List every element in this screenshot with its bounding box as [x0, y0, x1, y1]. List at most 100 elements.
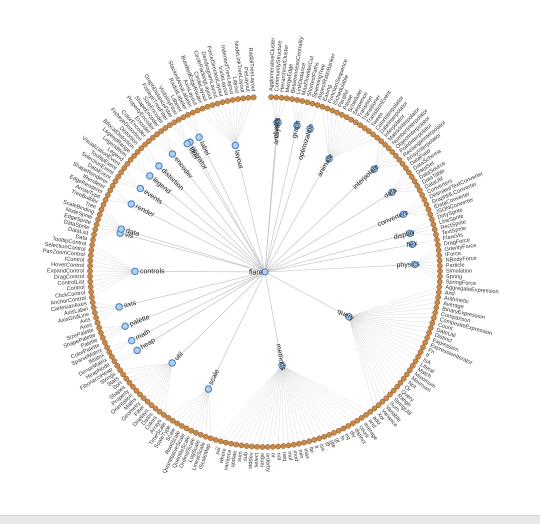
leaf-node[interactable] [91, 305, 96, 310]
leaf-node[interactable] [90, 237, 95, 242]
leaf-node[interactable] [190, 110, 195, 115]
leaf-node[interactable] [434, 237, 439, 242]
leaf-node[interactable] [428, 212, 433, 217]
leaf-node[interactable] [103, 197, 108, 202]
leaf-node[interactable] [350, 421, 355, 426]
leaf-node[interactable] [432, 227, 437, 232]
leaf-node[interactable] [431, 222, 436, 227]
leaf-node[interactable] [289, 96, 294, 101]
leaf-node[interactable] [331, 430, 336, 435]
leaf-node[interactable] [425, 335, 430, 340]
leaf-node[interactable] [89, 289, 94, 294]
group-node-palette[interactable] [122, 323, 128, 329]
leaf-node[interactable] [291, 442, 296, 447]
leaf-node[interactable] [300, 98, 305, 103]
leaf-node[interactable] [437, 253, 442, 258]
leaf-node[interactable] [265, 444, 270, 449]
leaf-node[interactable] [325, 106, 330, 111]
leaf-node[interactable] [94, 315, 99, 320]
group-node-controls[interactable] [132, 268, 138, 274]
leaf-node[interactable] [434, 305, 439, 310]
leaf-node[interactable] [274, 95, 279, 100]
leaf-node[interactable] [279, 95, 284, 100]
leaf-node[interactable] [422, 197, 427, 202]
leaf-node[interactable] [230, 97, 235, 102]
leaf-node[interactable] [235, 96, 240, 101]
leaf-node[interactable] [198, 432, 203, 437]
leaf-node[interactable] [415, 183, 420, 188]
leaf-node[interactable] [225, 98, 230, 103]
leaf-node[interactable] [418, 349, 423, 354]
leaf-node[interactable] [426, 330, 431, 335]
group-node-data[interactable] [118, 226, 124, 232]
leaf-node[interactable] [276, 444, 281, 449]
leaf-node[interactable] [260, 444, 265, 449]
leaf-node[interactable] [249, 444, 254, 449]
group-node-heap[interactable] [134, 347, 140, 353]
leaf-node[interactable] [179, 423, 184, 428]
leaf-node[interactable] [437, 279, 442, 284]
leaf-node[interactable] [341, 426, 346, 431]
leaf-node[interactable] [184, 426, 189, 431]
leaf-node[interactable] [435, 300, 440, 305]
leaf-node[interactable] [330, 108, 335, 113]
leaf-node[interactable] [98, 330, 103, 335]
leaf-node[interactable] [346, 423, 351, 428]
leaf-node[interactable] [255, 444, 260, 449]
leaf-node[interactable] [429, 217, 434, 222]
leaf-node[interactable] [97, 212, 102, 217]
leaf-node[interactable] [286, 443, 291, 448]
leaf-node[interactable] [88, 258, 93, 263]
group-node-scale[interactable] [205, 386, 211, 392]
leaf-node[interactable] [100, 335, 105, 340]
leaf-node[interactable] [181, 115, 186, 120]
group-node-events[interactable] [137, 185, 143, 191]
leaf-node[interactable] [437, 269, 442, 274]
leaf-node[interactable] [108, 188, 113, 193]
leaf-node[interactable] [200, 106, 205, 111]
leaf-node[interactable] [430, 320, 435, 325]
leaf-node[interactable] [95, 217, 100, 222]
leaf-node[interactable] [431, 315, 436, 320]
leaf-node[interactable] [87, 274, 92, 279]
leaf-node[interactable] [90, 300, 95, 305]
leaf-node[interactable] [210, 102, 215, 107]
leaf-node[interactable] [87, 269, 92, 274]
leaf-node[interactable] [336, 428, 341, 433]
group-node-layout[interactable] [232, 142, 238, 148]
leaf-node[interactable] [95, 320, 100, 325]
leaf-node[interactable] [94, 222, 99, 227]
leaf-node[interactable] [91, 232, 96, 237]
leaf-node[interactable] [437, 263, 442, 268]
leaf-node[interactable] [270, 444, 275, 449]
group-node-distortion[interactable] [156, 163, 162, 169]
leaf-node[interactable] [239, 443, 244, 448]
leaf-node[interactable] [185, 112, 190, 117]
group-node-encoder[interactable] [169, 151, 175, 157]
leaf-node[interactable] [89, 248, 94, 253]
leaf-node[interactable] [426, 207, 431, 212]
leaf-node[interactable] [241, 96, 246, 101]
leaf-node[interactable] [284, 96, 289, 101]
leaf-node[interactable] [305, 100, 310, 105]
leaf-node[interactable] [244, 443, 249, 448]
leaf-node[interactable] [195, 108, 200, 113]
leaf-node[interactable] [251, 95, 256, 100]
group-node-math[interactable] [128, 337, 134, 343]
leaf-node[interactable] [428, 325, 433, 330]
leaf-node[interactable] [433, 310, 438, 315]
leaf-node[interactable] [436, 295, 441, 300]
leaf-node[interactable] [88, 284, 93, 289]
leaf-node[interactable] [437, 284, 442, 289]
group-node-legend[interactable] [147, 173, 153, 179]
leaf-node[interactable] [322, 434, 327, 439]
leaf-node[interactable] [335, 110, 340, 115]
leaf-node[interactable] [176, 117, 181, 122]
leaf-node[interactable] [193, 430, 198, 435]
group-node-label[interactable] [196, 134, 202, 140]
leaf-node[interactable] [89, 295, 94, 300]
group-node-axis[interactable] [116, 304, 122, 310]
leaf-node[interactable] [213, 437, 218, 442]
leaf-node[interactable] [296, 441, 301, 446]
leaf-node[interactable] [88, 279, 93, 284]
